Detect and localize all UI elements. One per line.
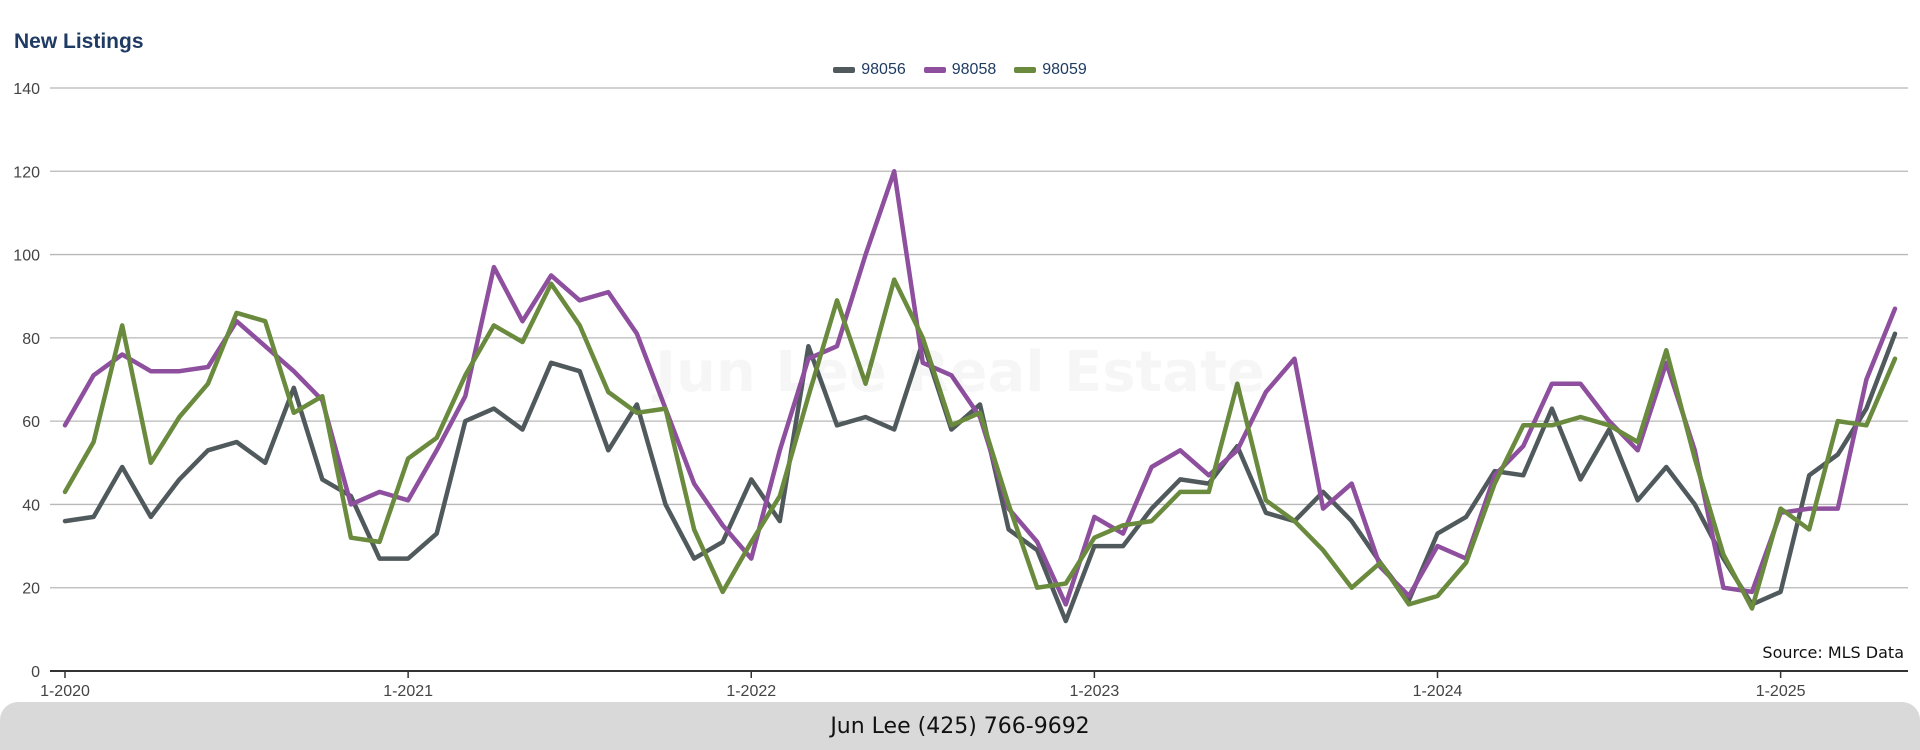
legend-label: 98058 (951, 61, 997, 78)
footer-bar: Jun Lee (425) 766-9692 (0, 702, 1920, 750)
y-tick-label: 100 (13, 248, 40, 265)
y-tick-label: 140 (13, 81, 40, 98)
chart-title: New Listings (14, 30, 144, 53)
series-line-98058 (62, 169, 1898, 607)
chart-legend: 98056 98058 98059 (0, 61, 1920, 79)
y-tick-label: 80 (22, 331, 40, 348)
x-tick-label: 1-2025 (1756, 683, 1806, 700)
legend-item-98058[interactable]: 98058 (923, 61, 997, 79)
legend-swatch (923, 67, 946, 73)
legend-swatch (1014, 67, 1037, 73)
x-tick-label: 1-2023 (1069, 683, 1119, 700)
footer-contact: Jun Lee (425) 766-9692 (830, 713, 1090, 739)
series-line-98059 (62, 277, 1898, 611)
x-tick-label: 1-2022 (726, 683, 776, 700)
y-tick-label: 60 (22, 414, 40, 431)
series-line-98056 (62, 331, 1898, 624)
y-tick-label: 0 (31, 664, 40, 681)
x-tick-label: 1-2024 (1413, 683, 1463, 700)
legend-item-98056[interactable]: 98056 (833, 61, 906, 79)
source-note: Source: MLS Data (1762, 643, 1904, 662)
y-tick-label: 120 (13, 164, 40, 181)
y-tick-label: 20 (22, 581, 40, 598)
legend-label: 98059 (1042, 61, 1087, 78)
legend-swatch (833, 67, 856, 73)
x-tick-label: 1-2020 (40, 683, 90, 700)
x-tick-label: 1-2021 (383, 683, 433, 700)
legend-item-98059[interactable]: 98059 (1014, 61, 1087, 79)
y-tick-label: 40 (22, 497, 40, 514)
legend-label: 98056 (861, 61, 906, 78)
